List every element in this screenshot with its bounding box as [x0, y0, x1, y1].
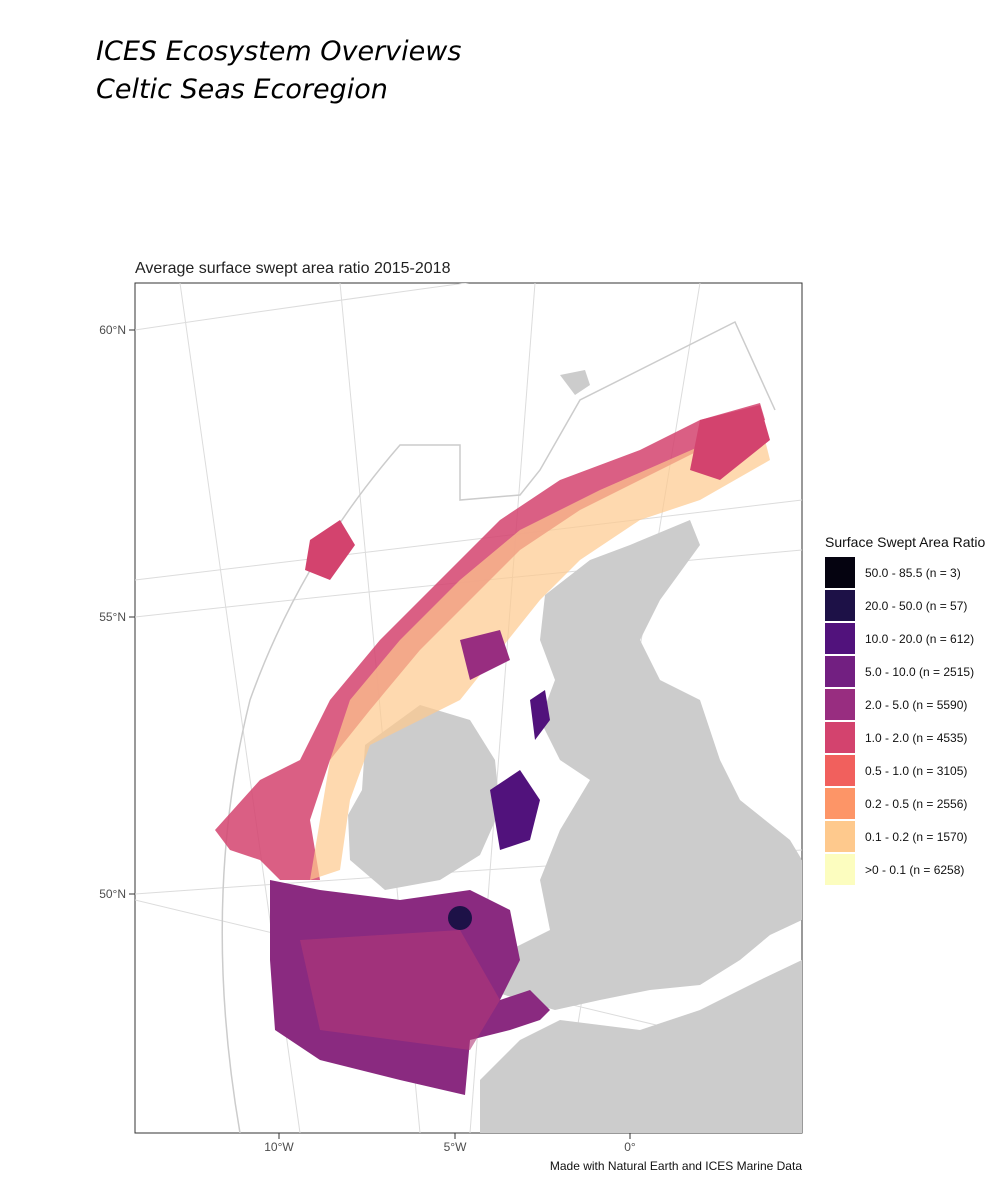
- legend-label: 20.0 - 50.0 (n = 57): [865, 599, 967, 613]
- credit: Made with Natural Earth and ICES Marine …: [550, 1159, 802, 1173]
- land: [348, 370, 802, 1133]
- legend-label: 5.0 - 10.0 (n = 2515): [865, 665, 974, 679]
- swept-area: [215, 403, 770, 1095]
- map-panel: 60°N 55°N 50°N 10°W 5°W 0° Made with Nat…: [99, 282, 803, 1173]
- legend-swatch: [825, 854, 855, 885]
- legend-title: Surface Swept Area Ratio: [825, 534, 986, 550]
- legend-swatch: [825, 656, 855, 687]
- legend-swatch: [825, 788, 855, 819]
- lat-label: 60°N: [99, 323, 126, 337]
- legend-label: >0 - 0.1 (n = 6258): [865, 863, 964, 877]
- legend-label: 1.0 - 2.0 (n = 4535): [865, 731, 967, 745]
- lat-label: 55°N: [99, 610, 126, 624]
- legend-swatch: [825, 821, 855, 852]
- lon-label: 5°W: [444, 1140, 467, 1154]
- legend-label: 50.0 - 85.5 (n = 3): [865, 566, 961, 580]
- legend-swatch: [825, 689, 855, 720]
- legend-swatch: [825, 623, 855, 654]
- legend-swatch: [825, 755, 855, 786]
- legend: Surface Swept Area Ratio 50.0 - 85.5 (n …: [825, 534, 986, 885]
- lon-label: 10°W: [264, 1140, 294, 1154]
- legend-label: 10.0 - 20.0 (n = 612): [865, 632, 974, 646]
- legend-swatch: [825, 557, 855, 588]
- header-line: ICES Ecosystem Overviews: [96, 36, 461, 67]
- header-line: Celtic Seas Ecoregion: [96, 74, 388, 105]
- legend-label: 0.1 - 0.2 (n = 1570): [865, 830, 967, 844]
- legend-swatch: [825, 722, 855, 753]
- map-title: Average surface swept area ratio 2015-20…: [135, 260, 451, 277]
- axis-ticks: [129, 329, 631, 1139]
- legend-swatch: [825, 590, 855, 621]
- legend-label: 2.0 - 5.0 (n = 5590): [865, 698, 967, 712]
- legend-label: 0.5 - 1.0 (n = 3105): [865, 764, 967, 778]
- legend-label: 0.2 - 0.5 (n = 2556): [865, 797, 967, 811]
- lon-label: 0°: [624, 1140, 636, 1154]
- lat-label: 50°N: [99, 887, 126, 901]
